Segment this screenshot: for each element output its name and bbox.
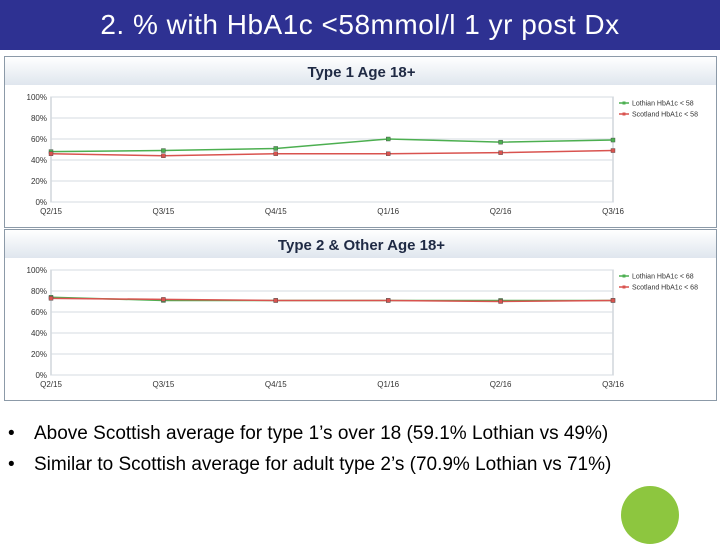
x-tick-label: Q4/15 xyxy=(265,380,287,389)
series-line xyxy=(50,138,614,153)
chart-header-band xyxy=(5,57,716,85)
plot-area xyxy=(50,269,614,376)
data-point xyxy=(610,137,616,143)
decorative-circle xyxy=(621,486,679,544)
series-line xyxy=(50,149,614,157)
data-point xyxy=(610,148,616,153)
data-point xyxy=(273,146,278,151)
data-point xyxy=(48,296,54,301)
title-bar: 2. % with HbA1c <58mmol/l 1 yr post Dx xyxy=(0,0,720,50)
bullet-item: • Above Scottish average for type 1’s ov… xyxy=(8,422,713,453)
y-tick-label: 80% xyxy=(31,114,47,123)
x-tick-label: Q3/15 xyxy=(153,207,175,216)
bullet-marker: • xyxy=(8,423,15,444)
series-line xyxy=(50,297,614,303)
y-tick-label: 100% xyxy=(27,266,47,275)
y-tick-label: 60% xyxy=(31,135,47,144)
legend-label: Lothian HbA1c < 58 xyxy=(632,101,694,108)
chart-title: Type 1 Age 18+ xyxy=(308,64,416,81)
bullet-text: Above Scottish average for type 1’s over… xyxy=(34,423,609,444)
legend-marker xyxy=(622,274,626,278)
y-tick-label: 40% xyxy=(31,329,47,338)
x-tick-label: Q2/15 xyxy=(40,207,62,216)
legend-label: Lothian HbA1c < 68 xyxy=(632,274,694,281)
legend-label: Scotland HbA1c < 58 xyxy=(632,112,698,119)
x-tick-label: Q1/16 xyxy=(377,207,399,216)
type1-chart-svg: Type 1 Age 18+ 100% 80% 60% 40% 20% 0%Q2/15 Q3/… xyxy=(5,57,716,216)
data-point xyxy=(498,150,503,155)
legend-marker xyxy=(622,112,626,116)
plot-area xyxy=(50,96,614,203)
data-point xyxy=(273,151,278,156)
data-point xyxy=(498,299,503,304)
y-tick-label: 40% xyxy=(31,156,47,165)
x-tick-label: Q1/16 xyxy=(377,380,399,389)
legend-label: Scotland HbA1c < 68 xyxy=(632,285,698,292)
data-point xyxy=(273,298,278,303)
y-tick-label: 100% xyxy=(27,93,47,102)
bullet-item: • Similar to Scottish average for adult … xyxy=(8,453,713,484)
data-point xyxy=(161,153,166,159)
bullet-text: Similar to Scottish average for adult ty… xyxy=(34,454,612,475)
bullet-list: • Above Scottish average for type 1’s ov… xyxy=(8,422,713,484)
data-point xyxy=(610,298,616,303)
y-tick-label: 20% xyxy=(31,177,47,186)
data-point xyxy=(498,139,503,145)
y-tick-label: 60% xyxy=(31,308,47,317)
type2-chart-svg: Type 2 & Other Age 18+ 100% 80% 60% 40% 20% 0%… xyxy=(5,230,716,389)
x-tick-label: Q2/16 xyxy=(490,380,512,389)
chart-header-band xyxy=(5,230,716,258)
x-tick-label: Q3/16 xyxy=(602,380,624,389)
data-point xyxy=(386,136,391,142)
data-point xyxy=(161,148,166,153)
x-tick-label: Q3/15 xyxy=(153,380,175,389)
y-tick-label: 20% xyxy=(31,350,47,359)
legend-marker xyxy=(622,285,626,289)
data-point xyxy=(386,298,391,303)
bullet-marker: • xyxy=(8,454,15,475)
x-tick-label: Q2/15 xyxy=(40,380,62,389)
y-tick-label: 80% xyxy=(31,287,47,296)
data-point xyxy=(386,151,391,156)
x-tick-label: Q3/16 xyxy=(602,207,624,216)
chart-title: Type 2 & Other Age 18+ xyxy=(278,237,445,254)
type1-chart: Type 1 Age 18+ 100% 80% 60% 40% 20% 0% Q2/15 Q3/… xyxy=(4,56,717,228)
data-point xyxy=(48,151,54,156)
legend-marker xyxy=(622,101,626,105)
type2-chart: Type 2 & Other Age 18+ 100% 80% 60% 40% 20% 0%… xyxy=(4,229,717,401)
page-title: 2. % with HbA1c <58mmol/l 1 yr post Dx xyxy=(100,9,620,40)
y-tick-label: 0% xyxy=(35,198,47,207)
x-tick-label: Q2/16 xyxy=(490,207,512,216)
x-tick-label: Q4/15 xyxy=(265,207,287,216)
y-tick-label: 0% xyxy=(35,371,47,380)
data-point xyxy=(161,297,166,302)
